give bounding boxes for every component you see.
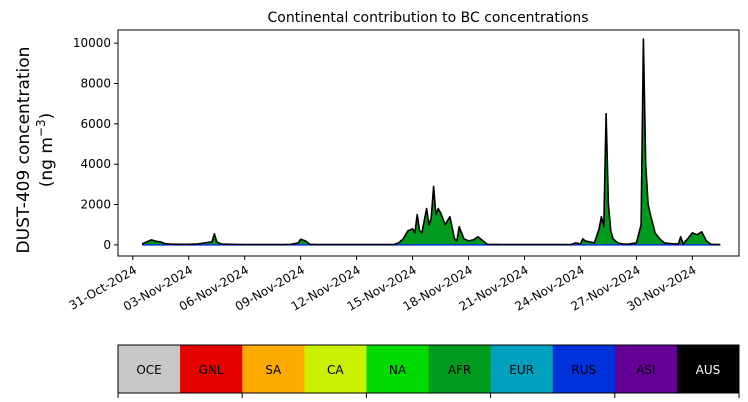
legend-swatch-eur	[490, 345, 554, 393]
chart-title: Continental contribution to BC concentra…	[267, 10, 588, 26]
legend-swatch-asi	[614, 345, 678, 393]
y-axis-label-line1: DUST-409 concentration	[14, 47, 34, 254]
y-tick-label: 6000	[80, 117, 111, 131]
plot-area	[117, 29, 740, 257]
legend-swatch-na	[366, 345, 429, 393]
legend-label-aus: AUS	[696, 363, 721, 377]
y-axis-label-line2: (ng m−3)	[34, 113, 57, 188]
y-tick-label: 2000	[80, 198, 111, 212]
legend-label-oce: OCE	[136, 363, 161, 377]
legend-label-na: NA	[389, 363, 407, 377]
legend-swatch-oce	[118, 345, 181, 393]
region-legend-bar: OCE GNL SA CA NA AFR EUR RUS ASI AUS	[117, 344, 740, 398]
legend-label-gnl: GNL	[199, 363, 224, 377]
legend-swatch-ca	[304, 345, 367, 393]
y-axis-label-exponent: −3	[34, 119, 48, 137]
legend-label-eur: EUR	[509, 363, 534, 377]
legend-swatch-rus	[552, 345, 616, 393]
legend-swatch-gnl	[180, 345, 243, 393]
total-concentration-line	[141, 38, 721, 246]
legend-swatch-afr	[428, 345, 492, 393]
legend-label-rus: RUS	[571, 363, 596, 377]
y-axis-label-close: )	[37, 113, 57, 120]
y-axis-label: DUST-409 concentration (ng m−3)	[14, 47, 57, 254]
legend-label-sa: SA	[265, 363, 282, 377]
plot-frame	[117, 29, 740, 257]
y-axis-label-unit: (ng m	[37, 137, 57, 187]
y-tick-label: 4000	[80, 157, 111, 171]
legend-frame	[117, 344, 740, 394]
y-tick-label: 0	[103, 238, 111, 252]
legend-swatch-aus	[676, 345, 740, 393]
legend-swatch-sa	[242, 345, 305, 393]
legend-label-asi: ASI	[636, 363, 655, 377]
y-axis: 0 2000 4000 6000 8000 10000	[73, 36, 118, 252]
legend-label-afr: AFR	[448, 363, 471, 377]
x-axis: 31-Oct-202403-Nov-202406-Nov-202409-Nov-…	[67, 256, 699, 314]
y-tick-label: 10000	[73, 36, 111, 50]
y-tick-label: 8000	[80, 76, 111, 90]
legend-label-ca: CA	[327, 363, 344, 377]
